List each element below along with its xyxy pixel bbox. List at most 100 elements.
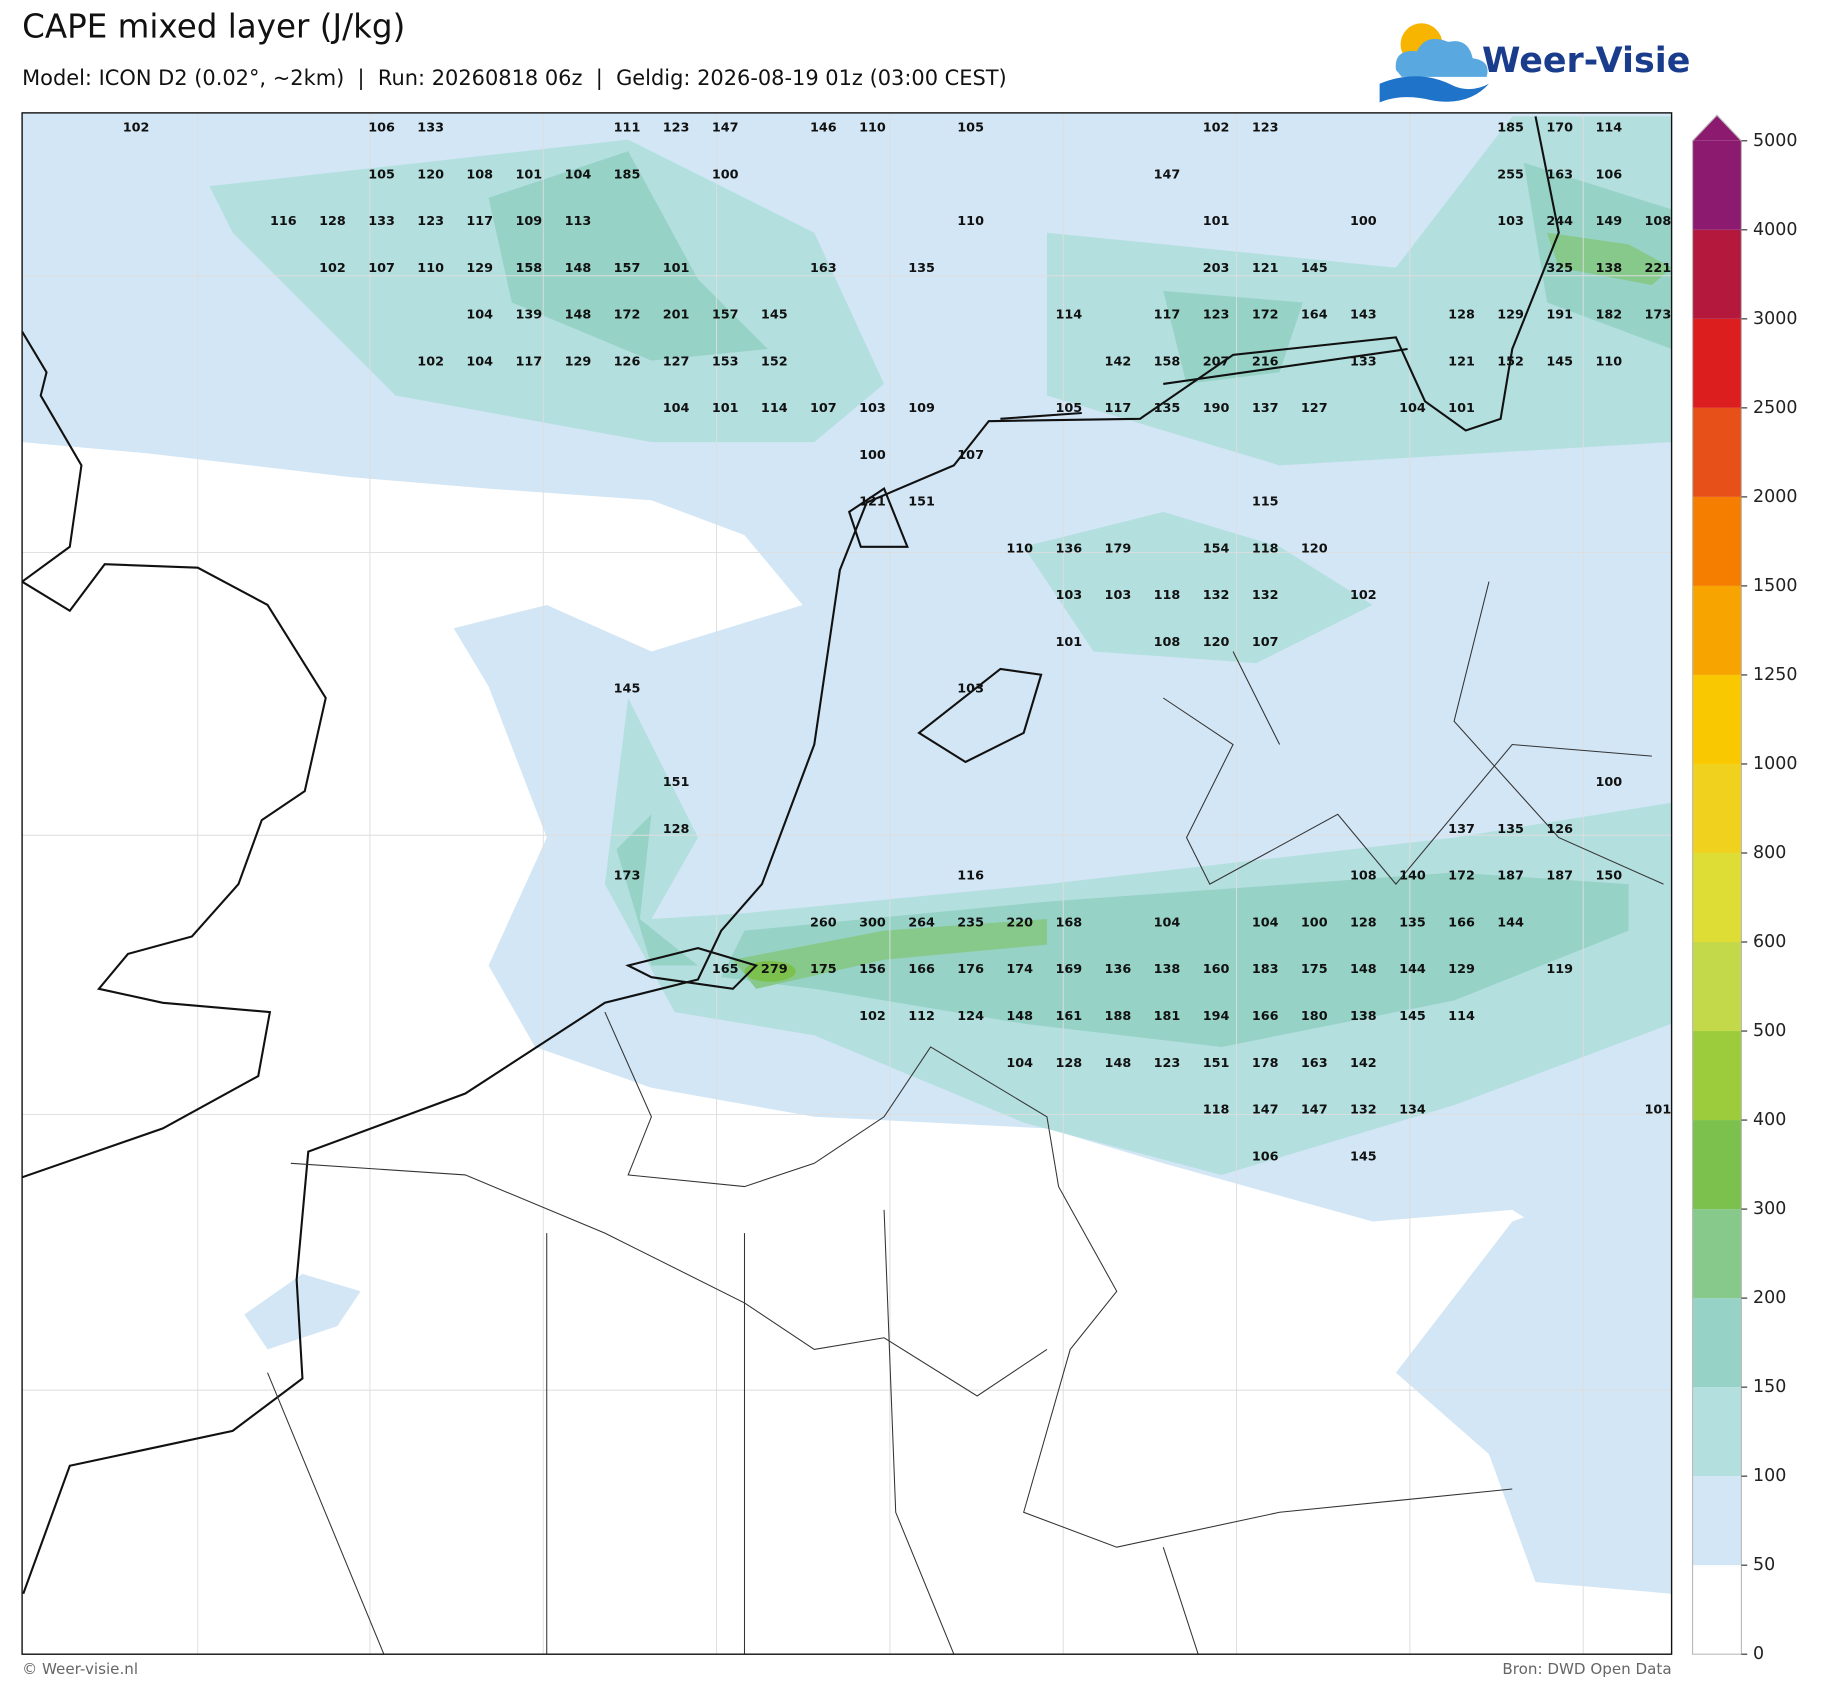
- cape-value: 137: [1252, 401, 1279, 416]
- cape-value: 220: [1006, 915, 1033, 930]
- cape-value: 129: [1448, 962, 1475, 977]
- colorbar-label: 800: [1753, 843, 1786, 863]
- cape-value: 300: [859, 915, 886, 930]
- cape-value: 104: [1006, 1056, 1033, 1071]
- cape-value: 123: [417, 214, 444, 229]
- cape-value: 126: [614, 354, 641, 369]
- cape-value: 104: [1154, 915, 1181, 930]
- cape-value: 116: [957, 869, 984, 884]
- cape-value: 181: [1154, 1009, 1181, 1024]
- cape-value: 158: [1154, 354, 1181, 369]
- colorbar-label: 600: [1753, 932, 1786, 952]
- cape-value: 110: [859, 121, 886, 136]
- cape-value: 152: [1497, 354, 1524, 369]
- colorbar: 0 50 100 150 200 300 400 500 600 800 1000 1250 1500 2…: [1691, 114, 1797, 1664]
- cape-value: 151: [1203, 1056, 1230, 1071]
- cape-value: 142: [1350, 1056, 1377, 1071]
- cape-value: 114: [761, 401, 788, 416]
- cape-value: 101: [515, 167, 542, 182]
- cape-value: 114: [1055, 308, 1082, 323]
- cape-value: 105: [957, 121, 984, 136]
- cape-value: 101: [1645, 1103, 1672, 1118]
- colorbar-band: [1692, 496, 1742, 586]
- cape-value: 100: [1595, 775, 1622, 790]
- cape-value: 128: [1448, 308, 1475, 323]
- cape-value: 156: [859, 962, 886, 977]
- cape-value: 107: [1252, 635, 1279, 650]
- cape-value: 165: [712, 962, 739, 977]
- cape-value: 112: [908, 1009, 935, 1024]
- title: CAPE mixed layer (J/kg): [22, 7, 405, 45]
- colorbar-label: 4000: [1753, 220, 1797, 240]
- cape-value: 128: [1350, 915, 1377, 930]
- cape-value: 127: [1301, 401, 1328, 416]
- cape-value: 128: [1055, 1056, 1082, 1071]
- colorbar-label: 400: [1753, 1110, 1786, 1130]
- colorbar-band: [1692, 1031, 1742, 1121]
- cape-value: 157: [614, 261, 641, 276]
- cape-value: 147: [1154, 167, 1181, 182]
- cape-value: 121: [1252, 261, 1279, 276]
- cape-value: 136: [1055, 541, 1082, 556]
- cape-value: 145: [1301, 261, 1328, 276]
- cape-value: 172: [614, 308, 641, 323]
- colorbar-label: 3000: [1753, 309, 1797, 329]
- cape-value: 100: [859, 448, 886, 463]
- cape-value: 109: [908, 401, 935, 416]
- cape-value: 129: [565, 354, 592, 369]
- cape-value: 126: [1546, 822, 1573, 837]
- cape-value: 108: [1154, 635, 1181, 650]
- cape-value: 103: [957, 682, 984, 697]
- colorbar-band: [1692, 1387, 1742, 1477]
- colorbar-label: 1250: [1753, 665, 1797, 685]
- cape-value: 143: [1350, 308, 1377, 323]
- cape-value: 106: [1595, 167, 1622, 182]
- cape-value: 118: [1154, 588, 1181, 603]
- cape-value: 100: [1350, 214, 1377, 229]
- colorbar-label: 100: [1753, 1466, 1786, 1486]
- cape-value: 149: [1595, 214, 1622, 229]
- cape-value: 135: [1154, 401, 1181, 416]
- cape-value: 117: [466, 214, 493, 229]
- cape-value: 138: [1595, 261, 1622, 276]
- cape-value: 123: [1154, 1056, 1181, 1071]
- cape-value: 110: [1595, 354, 1622, 369]
- cape-value: 138: [1350, 1009, 1377, 1024]
- cape-value: 203: [1203, 261, 1230, 276]
- cape-value: 145: [1350, 1149, 1377, 1164]
- cape-value: 117: [515, 354, 542, 369]
- cape-value: 113: [565, 214, 592, 229]
- cape-value: 110: [957, 214, 984, 229]
- cape-value: 173: [1645, 308, 1672, 323]
- cape-value: 178: [1252, 1056, 1279, 1071]
- cape-value: 124: [957, 1009, 984, 1024]
- cape-value: 118: [1252, 541, 1279, 556]
- cape-value: 107: [368, 261, 395, 276]
- cape-value: 128: [319, 214, 346, 229]
- colorbar-label: 5000: [1753, 131, 1797, 151]
- cape-value: 260: [810, 915, 837, 930]
- colorbar-label: 300: [1753, 1199, 1786, 1219]
- cape-value: 166: [1448, 915, 1475, 930]
- cape-value: 163: [1301, 1056, 1328, 1071]
- cape-value: 133: [417, 121, 444, 136]
- cape-value: 148: [1105, 1056, 1132, 1071]
- cape-value: 142: [1105, 354, 1132, 369]
- colorbar-label: 2500: [1753, 398, 1797, 418]
- cape-value: 146: [810, 121, 837, 136]
- cape-value: 132: [1252, 588, 1279, 603]
- cape-value: 147: [1252, 1103, 1279, 1118]
- cape-value: 207: [1203, 354, 1230, 369]
- cape-value: 101: [1448, 401, 1475, 416]
- cape-value: 117: [1154, 308, 1181, 323]
- cape-value: 129: [466, 261, 493, 276]
- cape-value: 135: [1399, 915, 1426, 930]
- cape-value: 121: [859, 495, 886, 510]
- cape-value: 114: [1448, 1009, 1475, 1024]
- cape-value: 135: [1497, 822, 1524, 837]
- cape-value: 102: [1350, 588, 1377, 603]
- cape-value: 133: [1350, 354, 1377, 369]
- cape-value: 136: [1105, 962, 1132, 977]
- cape-value: 132: [1203, 588, 1230, 603]
- cape-value: 235: [957, 915, 984, 930]
